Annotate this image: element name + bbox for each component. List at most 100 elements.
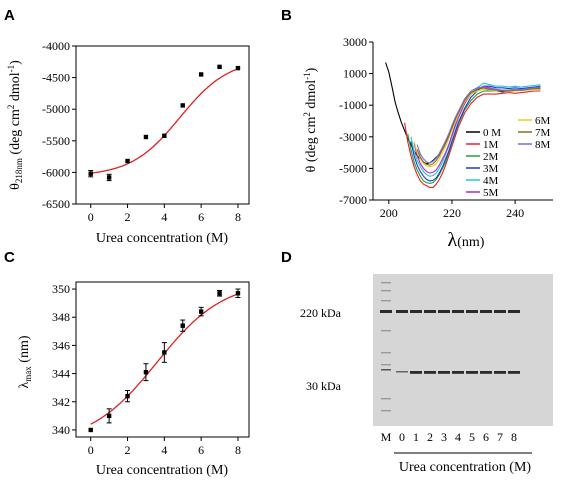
x-axis-label-c: Urea concentration (M) [96,463,228,478]
ladder-band [381,290,391,292]
legend-label-1: 1M [483,139,499,151]
gel-x-axis-label: Urea concentration (M) [399,460,531,475]
y-tick-label-b: 3000 [343,35,367,49]
data-point-a [198,72,204,77]
x-tick-label-b: 200 [380,206,398,220]
x-axis-label-b: λ(nm) [448,229,485,251]
lane-label-0: M [381,430,392,444]
data-point-a [88,171,93,176]
lane-label-2: 1 [413,430,419,444]
legend-label-4: 4M [483,175,499,187]
ladder-band [381,410,391,412]
y-tick-label-a: -6500 [42,197,70,211]
spectrum-line-8 [416,86,541,164]
sample-band-high [494,310,506,313]
panel-label-c: C [4,249,15,266]
x-tick-label-c: 8 [235,443,241,457]
x-tick-label-a: 4 [161,210,167,224]
data-point-a [180,103,185,108]
y-tick-label-b: -5000 [339,161,367,175]
y-tick-label-c: 344 [52,367,70,381]
y-tick-label-c: 348 [52,310,70,324]
sample-band-low [466,371,478,374]
y-tick-label-a: -5000 [42,102,70,116]
plot-frame-c [75,281,250,438]
legend-label-0: 0 M [483,127,501,139]
sample-band-low [452,371,464,374]
x-tick-label-a: 6 [198,210,204,224]
y-tick-label-a: -5500 [42,134,70,148]
y-axis-label-a: θ218nm (deg cm2 dmol-1) [6,60,24,190]
sample-band-high [452,310,464,313]
legend-label-3: 3M [483,163,499,175]
lane-label-6: 5 [469,430,475,444]
ladder-band [381,364,391,366]
lane-label-7: 6 [483,430,489,444]
sample-band-low [438,371,450,374]
sample-band-high [438,310,450,313]
data-point-a [217,64,222,70]
spectrum-line-7 [416,87,541,166]
legend-label-2: 2M [483,151,499,163]
y-tick-label-c: 342 [52,395,70,409]
spectrum-line-3 [410,85,541,182]
x-tick-label-c: 0 [88,443,94,457]
panel-label-b: B [281,7,292,24]
data-point-a [143,134,149,140]
y-tick-label-c: 340 [52,423,70,437]
data-point-a [162,133,167,138]
legend-label-7: 7M [535,127,551,139]
y-axis-label-b: θ (deg cm2 dmol-1) [302,67,319,172]
data-point-a [235,65,241,71]
data-point-a [106,175,112,180]
data-point-c [125,393,130,399]
sample-band-high [396,310,408,313]
spectrum-line-2 [407,88,541,184]
data-point-c [88,427,93,433]
ladder-band [381,300,391,302]
gel-image [373,274,553,426]
ladder-band [381,330,391,332]
x-axis-label-a: Urea concentration (M) [96,231,228,246]
lane-label-3: 2 [427,430,433,444]
sample-band-low [410,371,422,374]
x-tick-label-c: 6 [198,443,204,457]
sample-band-low [396,371,408,373]
sample-band-low [508,371,520,374]
panel-b: B 200 220 240-7000-5000-3000-100010003000 … [281,7,553,251]
data-point-c [143,369,149,375]
sample-band-high [466,310,478,313]
y-tick-label-a: -4500 [42,71,70,85]
spectrum-line-6 [413,88,541,168]
y-tick-label-a: -4000 [42,39,70,53]
x-tick-label-a: 2 [125,210,131,224]
spectrum-line-1 [404,90,541,188]
y-tick-label-c: 350 [52,282,70,296]
x-tick-label-a: 8 [235,210,241,224]
legend-label-5: 5M [483,187,499,199]
sample-band-high [480,310,492,313]
x-tick-label-b: 220 [443,206,461,220]
data-point-a [125,158,130,164]
lane-label-9: 8 [511,430,517,444]
y-tick-label-a: -6000 [42,165,70,179]
panel-label-a: A [4,7,15,24]
y-tick-label-b: -1000 [339,98,367,112]
x-tick-label-a: 0 [88,210,94,224]
panel-c: C 0 2 4 6 8 340 342 344 346 348 350 Urea concentra… [4,249,250,478]
y-tick-label-b: 1000 [343,67,367,81]
fit-curve-a [90,68,239,174]
data-point-c [162,350,167,355]
y-tick-label-c: 346 [52,338,70,352]
marker-label-30kda: 30 kDa [306,379,342,393]
ladder-band [381,398,391,400]
sample-band-high [508,310,520,313]
sample-band-low [480,371,492,374]
y-axis-label-c: λmax (nm) [17,335,33,388]
x-tick-label-c: 4 [161,443,167,457]
data-point-c [198,309,204,314]
marker-band-30kda [381,369,391,371]
lane-label-4: 3 [441,430,447,444]
